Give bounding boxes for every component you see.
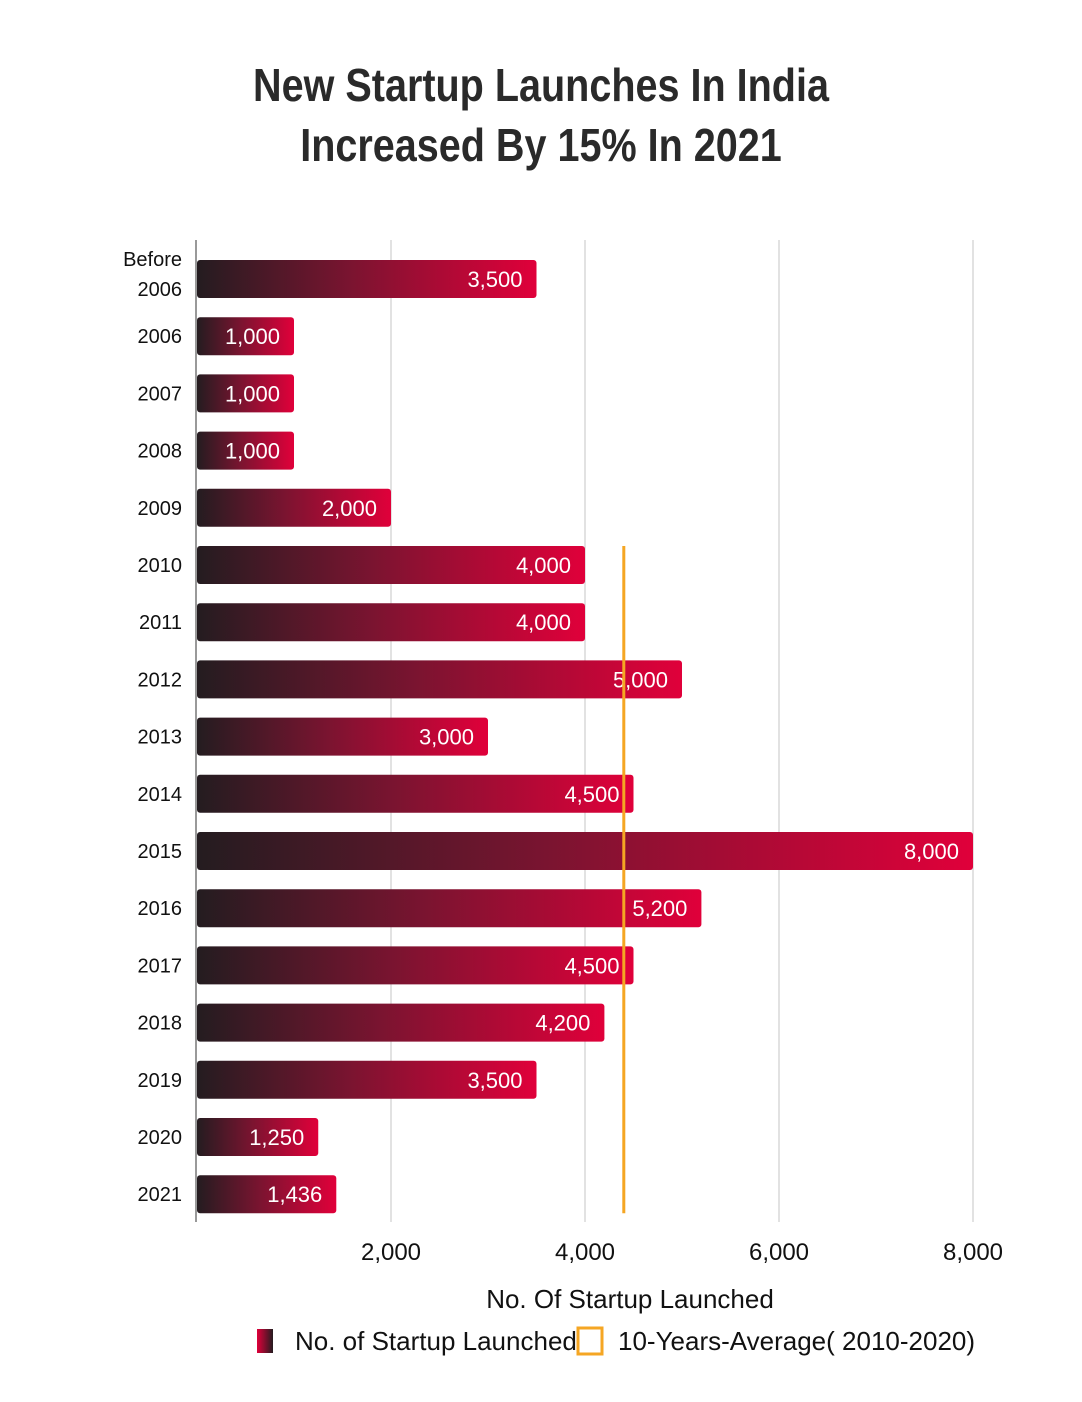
bar-2006 <box>197 317 294 356</box>
bar-2021 <box>197 1175 337 1214</box>
category-label: 2010 <box>138 555 183 577</box>
x-tick-label: 2,000 <box>361 1239 421 1266</box>
category-label: 2020 <box>138 1127 183 1149</box>
chart-title-line-1: New Startup Launches In India <box>253 59 829 111</box>
x-tick-label: 6,000 <box>749 1239 809 1266</box>
category-label: 2011 <box>139 612 182 634</box>
bar-2020 <box>197 1118 319 1156</box>
category-label: 2015 <box>138 841 183 863</box>
data-label: 4,000 <box>516 553 571 578</box>
category-label: 2007 <box>138 383 183 405</box>
data-label: 4,500 <box>564 782 619 807</box>
category-label: 2017 <box>138 955 183 977</box>
bar-2011 <box>197 603 585 642</box>
bar-2012 <box>197 660 682 699</box>
data-label: 4,500 <box>564 953 619 978</box>
category-label: 2009 <box>138 498 183 520</box>
category-label: 2016 <box>138 898 183 920</box>
bar-2013 <box>197 717 488 756</box>
category-label: 2018 <box>138 1013 183 1035</box>
bar-2008 <box>197 431 294 470</box>
category-label: 2008 <box>138 441 183 463</box>
bar-before-2006 <box>197 260 537 298</box>
bar-2015 <box>197 832 973 870</box>
category-label: 2014 <box>138 784 183 806</box>
bar-2019 <box>197 1060 537 1099</box>
data-label: 4,200 <box>535 1011 590 1036</box>
category-label: 2021 <box>138 1184 183 1206</box>
data-label: 3,000 <box>419 725 474 750</box>
category-label: 2012 <box>138 669 183 691</box>
data-label: 5,200 <box>632 896 687 921</box>
legend: No. of Startup Launched 10-Years-Average… <box>257 1326 975 1356</box>
legend-label-average: 10-Years-Average( 2010-2020) <box>618 1326 975 1356</box>
bar-2010 <box>197 546 585 584</box>
chart-title-line-2: Increased By 15% In 2021 <box>300 119 782 171</box>
x-tick-label: 8,000 <box>943 1239 1003 1266</box>
data-label: 3,500 <box>467 1068 522 1093</box>
category-label: Before <box>123 249 182 271</box>
data-label: 1,000 <box>225 324 280 349</box>
bar-2016 <box>197 889 702 928</box>
data-label: 1,436 <box>267 1182 322 1207</box>
data-label: 4,000 <box>516 610 571 635</box>
category-label: 2013 <box>138 727 183 749</box>
bar-2018 <box>197 1003 605 1042</box>
category-label: 2006 <box>138 279 183 301</box>
x-tick-label: 4,000 <box>555 1239 615 1266</box>
data-label: 1,000 <box>225 381 280 406</box>
data-label: 3,500 <box>467 267 522 292</box>
legend-swatch-bars <box>257 1329 273 1353</box>
bar-2007 <box>197 374 294 413</box>
data-label: 1,000 <box>225 439 280 464</box>
data-label: 2,000 <box>322 496 377 521</box>
bar-2017 <box>197 946 634 985</box>
data-label: 8,000 <box>904 839 959 864</box>
legend-label-bars: No. of Startup Launched <box>295 1326 577 1356</box>
x-axis-label: No. Of Startup Launched <box>486 1284 774 1314</box>
data-label: 1,250 <box>249 1125 304 1150</box>
legend-swatch-average <box>576 1326 604 1356</box>
bar-2014 <box>197 774 634 813</box>
category-label: 2019 <box>138 1070 183 1092</box>
bar-2009 <box>197 488 391 527</box>
category-label: 2006 <box>138 326 183 348</box>
data-label: 5,000 <box>613 667 668 692</box>
